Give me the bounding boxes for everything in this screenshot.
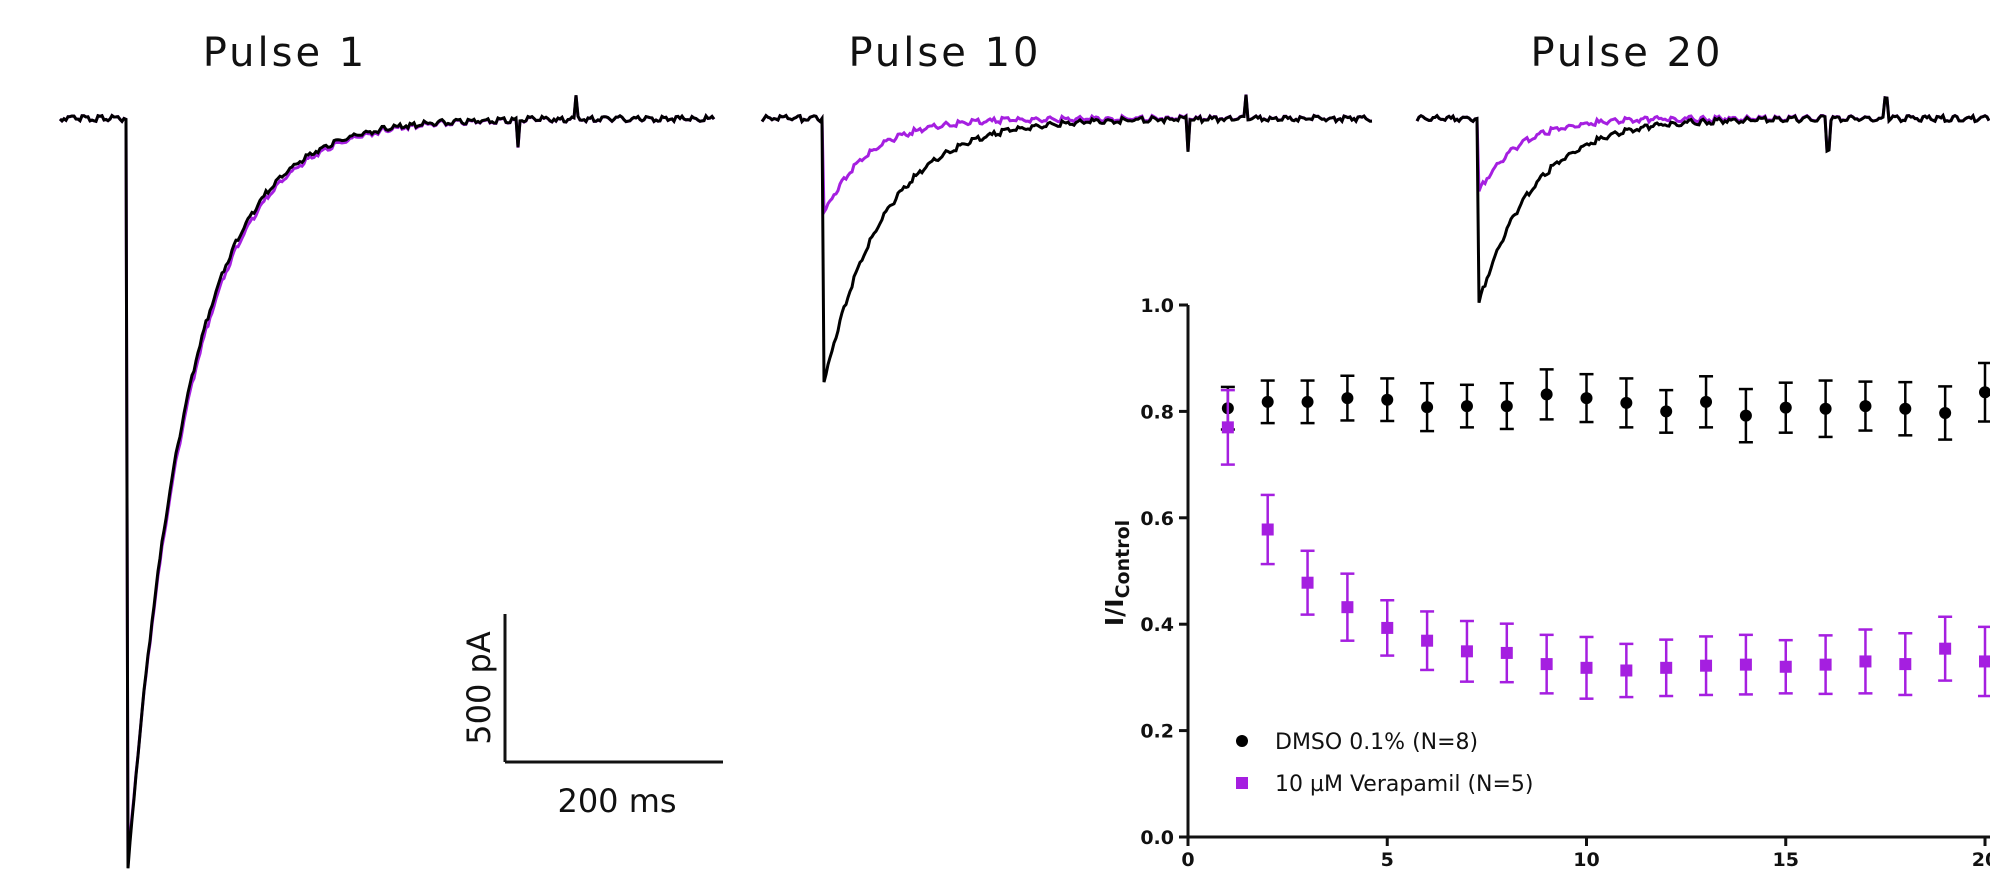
series-verapamil: [1220, 388, 1990, 700]
data-point: [1261, 523, 1274, 536]
scale-bar-time-label: 200 ms: [557, 782, 676, 820]
scale-bar: 500 pA 200 ms: [460, 614, 723, 820]
legend-label-verapamil: 10 µM Verapamil (N=5): [1275, 772, 1534, 797]
data-point: [1899, 658, 1912, 671]
legend-label-dmso: DMSO 0.1% (N=8): [1275, 730, 1478, 755]
data-point: [1859, 655, 1872, 668]
legend: DMSO 0.1% (N=8) 10 µM Verapamil (N=5): [1236, 730, 1534, 797]
data-point: [1460, 645, 1473, 658]
legend-marker-verapamil: [1236, 777, 1248, 789]
data-point: [1341, 601, 1354, 614]
data-point: [1899, 402, 1912, 415]
x-tick-label: 15: [1773, 849, 1799, 871]
data-point: [1540, 388, 1553, 401]
data-point: [1700, 659, 1713, 672]
data-point: [1580, 661, 1593, 674]
legend-marker-dmso: [1236, 735, 1248, 747]
y-axis-label-main: I/I: [1100, 598, 1129, 626]
y-tick-label: 0.8: [1140, 401, 1174, 423]
trace-dmso-pulse-10: [760, 94, 1373, 383]
trace-title-pulse-10: Pulse 10: [849, 30, 1042, 76]
x-tick-label: 0: [1181, 849, 1194, 871]
y-tick-label: 0.0: [1140, 827, 1174, 849]
trace-verapamil-pulse-20: [1415, 95, 1990, 192]
trace-verapamil-pulse-10: [760, 94, 1373, 218]
data-point: [1421, 401, 1434, 414]
data-point: [1381, 393, 1394, 406]
data-point: [1700, 395, 1713, 408]
y-axis-label-subscript: Control: [1112, 520, 1134, 599]
data-point: [1500, 400, 1513, 413]
data-point: [1660, 661, 1673, 674]
y-tick-label: 0.4: [1140, 614, 1174, 636]
current-traces: [58, 94, 1990, 869]
data-point: [1620, 664, 1633, 677]
data-point: [1779, 401, 1792, 414]
data-point: [1580, 392, 1593, 405]
data-point: [1859, 400, 1872, 413]
data-point: [1301, 395, 1314, 408]
scale-bar-current-label: 500 pA: [460, 631, 498, 745]
y-axis-label: I/IControl: [1100, 520, 1134, 626]
trace-title-pulse-1: Pulse 1: [203, 30, 368, 76]
trace-dmso-pulse-20: [1415, 96, 1990, 304]
data-point: [1540, 658, 1553, 671]
data-point: [1779, 660, 1792, 673]
x-tick-label: 20: [1972, 849, 1990, 871]
y-tick-label: 0.6: [1140, 508, 1174, 530]
data-point: [1301, 576, 1314, 589]
trace-dmso-pulse-1: [58, 95, 716, 869]
data-point: [1341, 392, 1354, 405]
data-point: [1979, 386, 1990, 399]
data-point: [1979, 655, 1990, 668]
data-point: [1460, 400, 1473, 413]
x-tick-label: 10: [1573, 849, 1599, 871]
data-point: [1620, 396, 1633, 409]
data-point: [1939, 642, 1952, 655]
data-point: [1421, 634, 1434, 647]
data-point: [1261, 395, 1274, 408]
y-tick-label: 0.2: [1140, 721, 1174, 743]
x-tick-label: 5: [1381, 849, 1394, 871]
data-point: [1739, 409, 1752, 422]
inset-chart: 0.0 0.2 0.4 0.6 0.8 1.0 0 5 10 15 20 I/IControl DM…: [1100, 295, 1990, 871]
inset-marks: [1220, 361, 1990, 700]
trace-title-pulse-20: Pulse 20: [1531, 30, 1724, 76]
data-point: [1660, 405, 1673, 418]
inset-axes: 0.0 0.2 0.4 0.6 0.8 1.0 0 5 10 15 20: [1140, 295, 1990, 871]
data-point: [1500, 646, 1513, 659]
trace-verapamil-pulse-1: [58, 95, 716, 864]
series-dmso: [1220, 361, 1990, 444]
data-point: [1939, 406, 1952, 419]
data-point: [1819, 402, 1832, 415]
data-point: [1739, 658, 1752, 671]
data-point: [1381, 621, 1394, 634]
data-point: [1819, 658, 1832, 671]
data-point: [1221, 421, 1234, 434]
y-tick-label: 1.0: [1140, 295, 1174, 317]
